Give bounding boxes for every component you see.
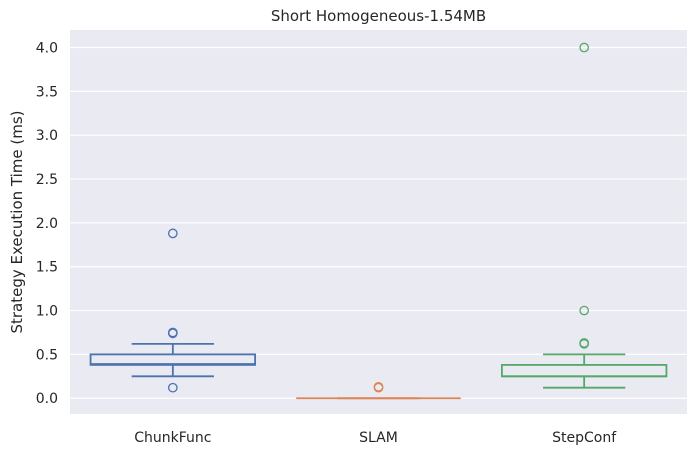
box-chunkfunc [89,228,257,393]
y-tick-label: 1.5 [36,260,58,276]
x-tick-labels: ChunkFunc SLAM StepConf [134,430,617,446]
y-tick-label: 3.5 [36,84,58,100]
y-tick-label: 0.5 [36,347,58,363]
y-tick-label: 2.0 [36,216,58,232]
outlier-point [167,228,178,239]
box-stepconf [500,42,668,389]
outlier-point [373,381,384,392]
outlier-point [579,305,590,316]
outlier-point [167,327,178,338]
outlier-point [579,338,590,348]
outlier-point [579,42,590,53]
x-tick-label: ChunkFunc [134,430,211,446]
plot-background [70,30,687,414]
box-slam [296,381,461,400]
y-tick-label: 1.0 [36,304,58,320]
y-tick-label: 3.0 [36,128,58,144]
chart-title: Short Homogeneous-1.54MB [271,7,486,25]
boxes [89,42,668,400]
outlier-point [167,382,178,393]
y-tick-label: 0.0 [36,391,58,407]
y-tick-labels: 0.0 0.5 1.0 1.5 2.0 2.5 3.0 3.5 4.0 [36,41,58,408]
y-tick-label: 4.0 [36,41,58,57]
x-tick-label: StepConf [552,430,617,446]
y-axis-label: Strategy Execution Time (ms) [8,110,26,333]
y-tick-label: 2.5 [36,172,58,188]
x-tick-label: SLAM [359,430,398,446]
